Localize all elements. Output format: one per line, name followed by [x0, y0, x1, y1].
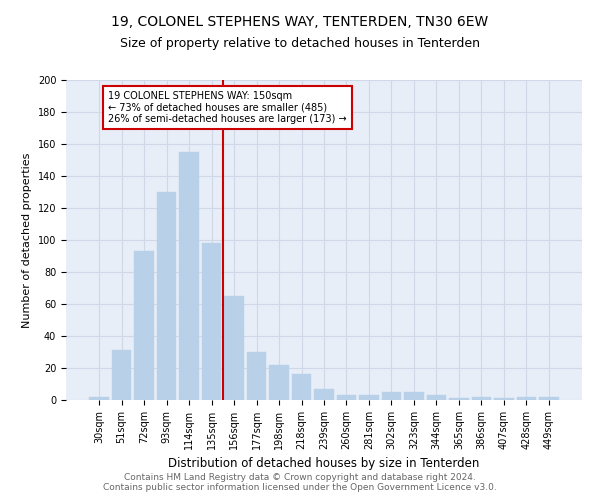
Bar [494, 398, 514, 400]
Bar [539, 397, 559, 400]
X-axis label: Distribution of detached houses by size in Tenterden: Distribution of detached houses by size … [169, 458, 479, 470]
Text: Contains HM Land Registry data © Crown copyright and database right 2024.
Contai: Contains HM Land Registry data © Crown c… [103, 473, 497, 492]
Text: 19, COLONEL STEPHENS WAY, TENTERDEN, TN30 6EW: 19, COLONEL STEPHENS WAY, TENTERDEN, TN3… [112, 15, 488, 29]
Text: 19 COLONEL STEPHENS WAY: 150sqm
← 73% of detached houses are smaller (485)
26% o: 19 COLONEL STEPHENS WAY: 150sqm ← 73% of… [108, 91, 347, 124]
Bar [292, 374, 311, 400]
Bar [134, 251, 154, 400]
Bar [247, 352, 266, 400]
Bar [427, 395, 446, 400]
Y-axis label: Number of detached properties: Number of detached properties [22, 152, 32, 328]
Bar [224, 296, 244, 400]
Bar [89, 397, 109, 400]
Bar [337, 395, 356, 400]
Text: Size of property relative to detached houses in Tenterden: Size of property relative to detached ho… [120, 38, 480, 51]
Bar [359, 395, 379, 400]
Bar [157, 192, 176, 400]
Bar [269, 365, 289, 400]
Bar [179, 152, 199, 400]
Bar [517, 397, 536, 400]
Bar [314, 389, 334, 400]
Bar [112, 350, 131, 400]
Bar [404, 392, 424, 400]
Bar [202, 243, 221, 400]
Bar [382, 392, 401, 400]
Bar [449, 398, 469, 400]
Bar [472, 397, 491, 400]
